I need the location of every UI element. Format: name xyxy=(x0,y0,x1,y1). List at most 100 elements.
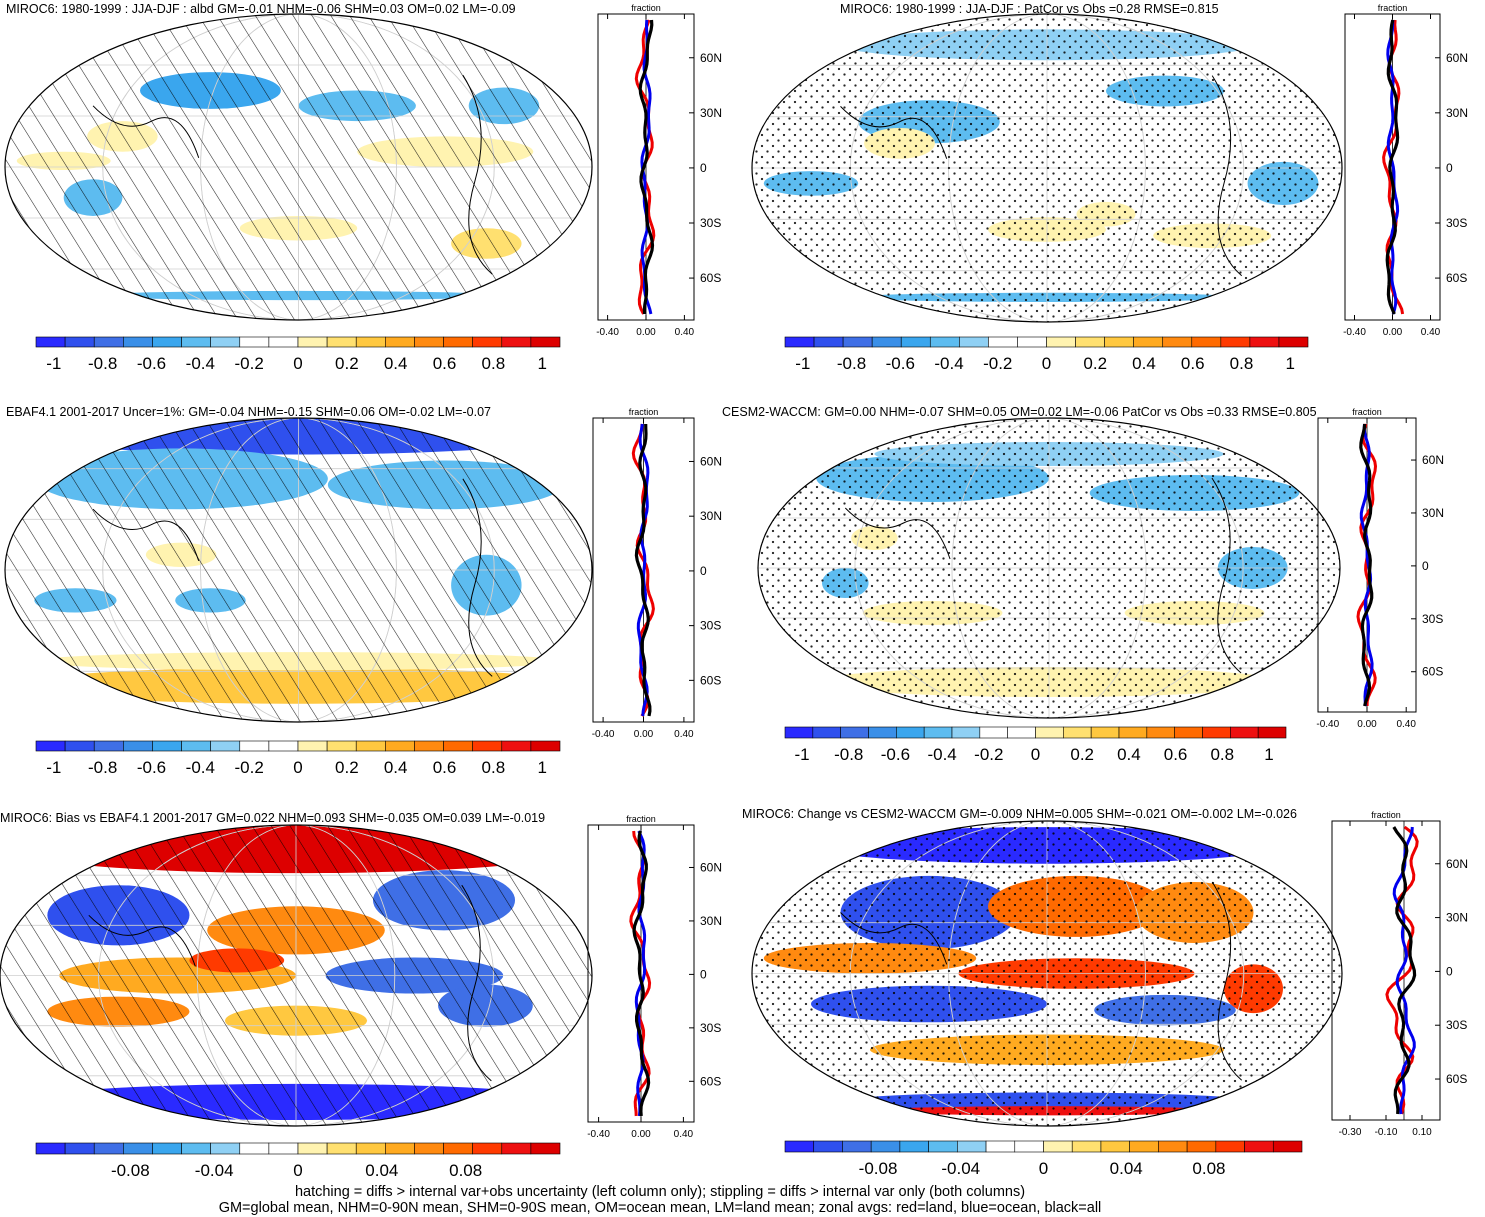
colorbar-swatch xyxy=(211,741,240,751)
colorbar-tick-label: -0.8 xyxy=(837,354,866,373)
colorbar-tick-label: -1 xyxy=(46,758,61,777)
zonal-xtick-label: 0.40 xyxy=(674,729,694,740)
colorbar-swatch xyxy=(1072,1141,1101,1152)
zonal-xtick-label: 0.00 xyxy=(1383,327,1403,338)
colorbar-tick-label: -0.8 xyxy=(88,354,117,373)
colorbar-swatch xyxy=(843,337,872,347)
colorbar-swatch xyxy=(36,1143,65,1154)
colorbar-swatch xyxy=(1163,337,1192,347)
colorbar-swatch xyxy=(1147,727,1175,738)
colorbar-swatch xyxy=(1230,727,1258,738)
colorbar-swatch xyxy=(1076,337,1105,347)
colorbar-swatch xyxy=(1047,337,1076,347)
colorbar-swatch xyxy=(896,727,924,738)
colorbar-tick-label: 0.6 xyxy=(1181,354,1205,373)
colorbar-tick-label: -0.6 xyxy=(881,745,910,764)
colorbar-swatch xyxy=(356,337,385,347)
zonal-xtick-label: 0.40 xyxy=(1421,327,1441,338)
colorbar-tick-label: -0.6 xyxy=(137,354,166,373)
colorbar-tick-label: 0 xyxy=(293,354,302,373)
colorbar-tick-label: -0.4 xyxy=(186,758,215,777)
colorbar-swatch xyxy=(1221,337,1250,347)
colorbar-swatch xyxy=(785,727,813,738)
colorbar-swatch xyxy=(1250,337,1279,347)
zonal-xtick-label: 0.00 xyxy=(636,327,656,338)
colorbar-swatch xyxy=(1203,727,1231,738)
zonal-xlabel: fraction xyxy=(1352,407,1382,417)
colorbar-swatch xyxy=(211,1143,240,1154)
colorbar-swatch xyxy=(414,337,443,347)
colorbar-swatch xyxy=(929,1141,958,1152)
colorbar-swatch xyxy=(1015,1141,1044,1152)
colorbar-swatch xyxy=(871,1141,900,1152)
zonal-ytick-label: 30S xyxy=(1446,1018,1467,1032)
zonal-ytick-label: 60S xyxy=(700,271,721,285)
colorbar-tick-label: 0.4 xyxy=(1117,745,1141,764)
zonal-ytick-label: 0 xyxy=(1446,964,1453,978)
colorbar-swatch xyxy=(36,741,65,751)
colorbar-tick-label: 0.6 xyxy=(433,758,457,777)
colorbar-tick-label: -0.8 xyxy=(834,745,863,764)
colorbar-tick-label: 0.8 xyxy=(1210,745,1234,764)
zonal-xtick-label: -0.40 xyxy=(587,1129,610,1140)
colorbar-swatch xyxy=(814,1141,843,1152)
colorbar-swatch xyxy=(444,1143,473,1154)
zonal-ytick-label: 30N xyxy=(1422,506,1444,520)
colorbar-swatch xyxy=(1036,727,1064,738)
footer-line-2: GM=global mean, NHM=0-90N mean, SHM=0-90… xyxy=(0,1200,1320,1217)
zonal-ytick-label: 0 xyxy=(1422,559,1429,573)
colorbar-tick-label: -0.08 xyxy=(111,1161,150,1180)
colorbar-tick-label: -0.6 xyxy=(137,758,166,777)
colorbar-swatch xyxy=(356,741,385,751)
zonal-xtick-label: -0.40 xyxy=(596,327,619,338)
colorbar-swatch xyxy=(1008,727,1036,738)
map-field xyxy=(752,821,1342,1126)
colorbar-swatch xyxy=(211,337,240,347)
zonal-ytick-label: 60S xyxy=(1446,1072,1467,1086)
colorbar-swatch xyxy=(94,1143,123,1154)
colorbar-tick-label: -0.6 xyxy=(886,354,915,373)
colorbar-tick-label: 0.2 xyxy=(335,354,359,373)
colorbar-swatch xyxy=(152,337,181,347)
colorbar-swatch xyxy=(952,727,980,738)
zonal-xtick-label: 0.40 xyxy=(675,327,695,338)
zonal-xlabel: fraction xyxy=(626,814,656,824)
zonal-ytick-label: 0 xyxy=(1446,161,1453,175)
colorbar-swatch xyxy=(356,1143,385,1154)
zonal-ytick-label: 30S xyxy=(700,216,721,230)
colorbar-tick-label: 0 xyxy=(293,758,302,777)
colorbar-swatch xyxy=(414,1143,443,1154)
colorbar-swatch xyxy=(900,1141,929,1152)
zonal-xtick-label: -0.40 xyxy=(1316,719,1339,730)
map-field xyxy=(5,418,592,722)
colorbar-swatch xyxy=(1175,727,1203,738)
zonal-ytick-label: 0 xyxy=(700,967,707,981)
zonal-ytick-label: 60N xyxy=(1422,453,1444,467)
colorbar-swatch xyxy=(1158,1141,1187,1152)
zonal-xlabel: fraction xyxy=(1378,3,1408,13)
colorbar-swatch xyxy=(327,1143,356,1154)
zonal-xtick-label: -0.30 xyxy=(1339,1127,1362,1138)
colorbar-tick-label: 1 xyxy=(537,758,546,777)
colorbar-swatch xyxy=(1192,337,1221,347)
colorbar-tick-label: -0.04 xyxy=(941,1159,980,1178)
colorbar-swatch xyxy=(327,741,356,751)
colorbar-tick-label: 0.2 xyxy=(1083,354,1107,373)
zonal-ytick-label: 60N xyxy=(1446,51,1468,65)
colorbar-swatch xyxy=(152,741,181,751)
zonal-ytick-label: 0 xyxy=(700,564,707,578)
colorbar-swatch xyxy=(1258,727,1286,738)
colorbar-swatch xyxy=(957,1141,986,1152)
colorbar-tick-label: 0 xyxy=(1042,354,1051,373)
zonal-ytick-label: 30S xyxy=(1446,216,1467,230)
hatching-overlay xyxy=(0,825,592,1126)
colorbar-tick-label: -0.04 xyxy=(195,1161,234,1180)
stippling-overlay xyxy=(758,418,1340,718)
colorbar-tick-label: 1 xyxy=(1264,745,1273,764)
zonal-ytick-label: 0 xyxy=(700,161,707,175)
colorbar-swatch xyxy=(123,337,152,347)
colorbar-tick-label: 0.6 xyxy=(1164,745,1188,764)
